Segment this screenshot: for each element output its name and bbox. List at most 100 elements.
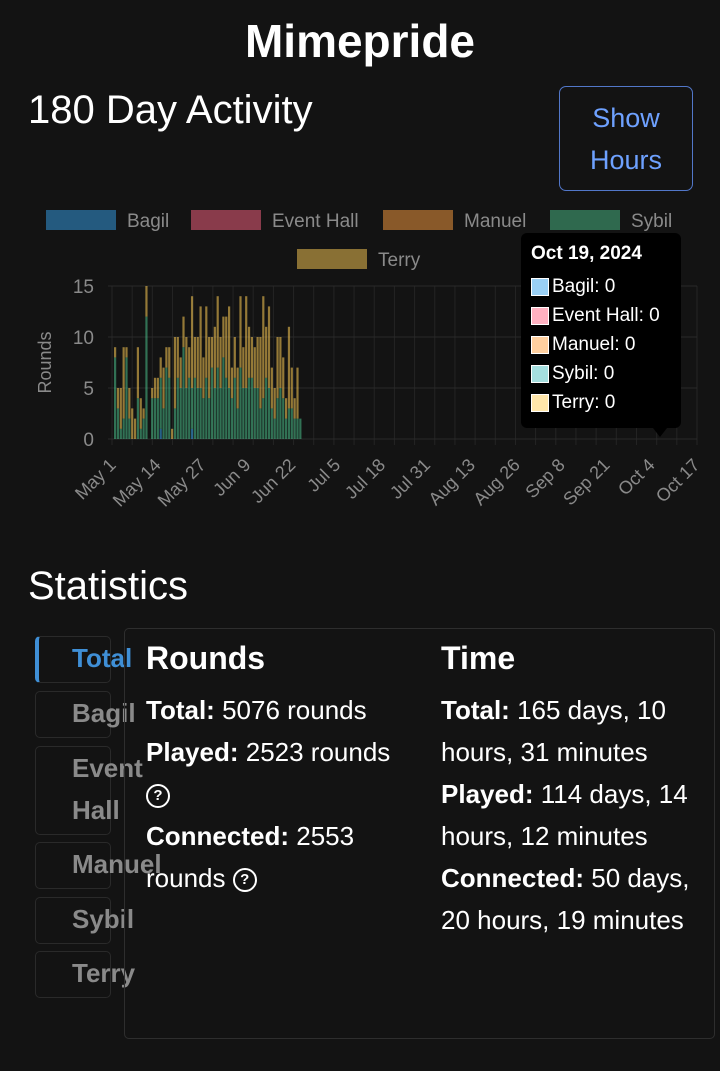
help-icon[interactable]: ? [232, 868, 257, 893]
x-tick-label: Aug 26 [469, 455, 523, 509]
tooltip-row-bagil: Bagil: 0 [531, 273, 671, 302]
bar-sybil [125, 357, 128, 439]
stat-value: 114 days, 14 hours, 12 minutes [441, 779, 688, 851]
bar-terry [156, 377, 159, 399]
bar-terry [282, 357, 285, 399]
stat-value: 5076 rounds [222, 695, 367, 725]
bar-sybil [259, 408, 262, 439]
bar-sybil [142, 418, 145, 439]
sybil-swatch-icon [531, 364, 549, 383]
bar-sybil [208, 398, 211, 439]
tooltip-row-label: Event Hall: 0 [552, 305, 660, 327]
stat-value: 2523 rounds [245, 737, 391, 767]
bar-terry [136, 347, 139, 399]
tab-bagil[interactable]: Bagil [35, 691, 136, 738]
bar-sybil [190, 388, 194, 429]
tab-total[interactable]: Total [35, 636, 132, 683]
bar-terry [253, 347, 256, 388]
bar-terry [276, 337, 279, 399]
bar-terry [285, 398, 288, 419]
tooltip-title: Oct 19, 2024 [531, 243, 642, 264]
bar-sybil [245, 388, 248, 439]
bar-sybil [262, 398, 265, 439]
bar-sybil [114, 357, 117, 439]
rounds-played: Played: 2523 rounds ? [146, 731, 406, 815]
terry-swatch-icon [531, 393, 549, 412]
bar-sybil [222, 357, 225, 439]
bar-terry [213, 326, 216, 388]
tab-event-hall[interactable]: Event Hall [35, 746, 143, 835]
stat-label: Played: [146, 737, 239, 767]
page-title: Mimepride [244, 15, 476, 67]
bar-sybil [236, 408, 239, 439]
x-tick-label: Jul 5 [303, 455, 344, 496]
time-total: Total: 165 days, 10 hours, 31 minutes [441, 689, 703, 773]
bar-terry [142, 408, 145, 419]
stat-label: Connected: [146, 821, 289, 851]
stat-label: Played: [441, 779, 534, 809]
bar-sybil [151, 398, 154, 439]
bar-sybil [253, 388, 256, 439]
tab-terry[interactable]: Terry [35, 951, 135, 998]
bar-terry [250, 337, 253, 378]
stat-value: 2553 rounds [146, 821, 355, 893]
bar-terry [210, 337, 214, 368]
bar-sybil [145, 316, 148, 439]
bar-sybil [196, 388, 199, 439]
legend-swatch-manuel [383, 210, 453, 230]
bar-terry [128, 388, 131, 419]
bar-terry [236, 367, 239, 409]
bar-terry [265, 326, 268, 378]
bar-terry [267, 306, 271, 388]
x-tick-label: Oct 17 [652, 455, 704, 507]
tab-sybil[interactable]: Sybil [35, 897, 134, 944]
bar-sybil [230, 398, 234, 439]
x-tick-label: May 14 [109, 455, 165, 511]
y-tick-label: 15 [73, 277, 94, 298]
bar-sybil [168, 377, 171, 439]
bar-sybil [165, 367, 168, 439]
show-hours-button[interactable]: Show Hours [559, 86, 693, 191]
bar-sybil [285, 418, 288, 439]
bar-terry [262, 296, 265, 399]
tooltip-row-manuel: Manuel: 0 [531, 331, 671, 360]
bar-terry [293, 398, 296, 419]
bar-terry [173, 337, 177, 409]
bar-terry [116, 388, 120, 409]
event-hall-swatch-icon [531, 307, 549, 326]
y-tick-label: 5 [83, 379, 94, 400]
y-tick-label: 10 [73, 328, 94, 349]
stat-label: Total: [441, 695, 510, 725]
bar-terry [162, 367, 165, 409]
bar-terry [273, 388, 276, 419]
legend-label-terry: Terry [378, 250, 421, 271]
x-tick-label: Aug 13 [425, 455, 479, 509]
bar-terry [133, 418, 137, 439]
statistics-title: Statistics [28, 564, 189, 608]
bar-terry [190, 296, 194, 388]
stat-label: Connected: [441, 863, 584, 893]
tooltip-row-label: Terry: 0 [552, 391, 616, 413]
bar-terry [242, 347, 245, 388]
manuel-swatch-icon [531, 335, 549, 354]
bar-terry [151, 388, 154, 399]
bar-terry [216, 296, 219, 368]
bar-terry [176, 337, 179, 378]
bar-sybil [290, 408, 293, 439]
bar-sybil [276, 398, 279, 439]
bar-sybil [233, 377, 236, 439]
time-column: Time Total: 165 days, 10 hours, 31 minut… [441, 637, 703, 941]
bar-sybil [185, 388, 188, 439]
tab-manuel[interactable]: Manuel [35, 842, 162, 889]
help-icon[interactable]: ? [146, 784, 170, 809]
rounds-column: Rounds Total: 5076 rounds Played: 2523 r… [146, 637, 406, 899]
rounds-connected: Connected: 2553 rounds ? [146, 815, 406, 899]
stat-value: 50 days, 20 hours, 19 minutes [441, 863, 690, 935]
bar-sybil [210, 367, 214, 439]
bar-terry [199, 306, 202, 388]
bar-terry [122, 347, 125, 419]
bar-sybil [159, 377, 162, 429]
bar-sybil [216, 367, 219, 439]
bar-sybil [156, 398, 159, 439]
bar-terry [247, 326, 251, 378]
